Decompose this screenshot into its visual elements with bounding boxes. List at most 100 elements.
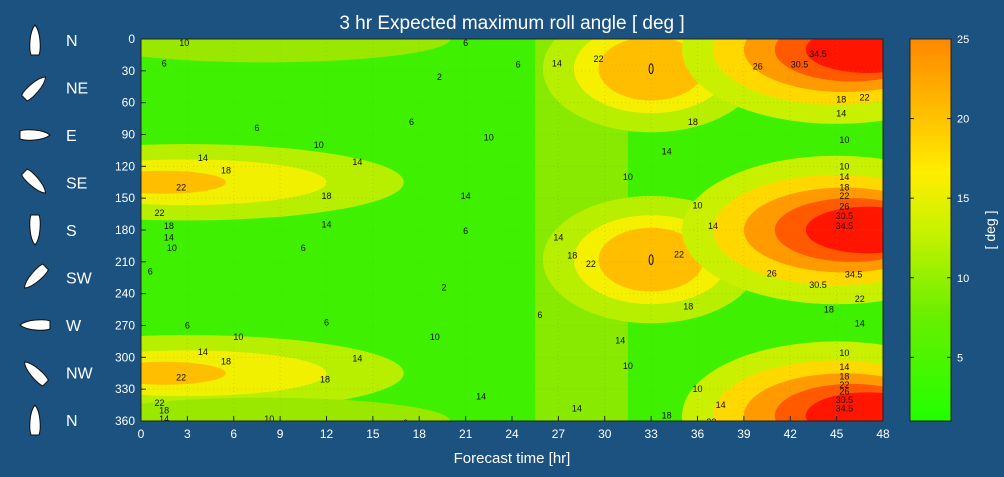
direction-legend: N NE E SE S SW W NW N (19, 24, 94, 436)
contour-label: 14 (855, 318, 865, 328)
contour-label: 6 (403, 418, 408, 428)
contour-label: 6 (516, 59, 521, 69)
y-tick-label: 330 (115, 382, 135, 396)
field-region (805, 392, 883, 421)
colorbar-label: [ deg ] (982, 211, 998, 250)
contour-label: 22 (859, 92, 869, 102)
contour-label: 26 (839, 202, 849, 212)
ship-heading-icon (19, 129, 51, 141)
ship-heading-icon (29, 214, 41, 246)
ship-hull (29, 24, 41, 56)
x-tick-label: 15 (366, 427, 380, 441)
contour-label: 10 (839, 135, 849, 145)
ship-hull (23, 263, 50, 289)
contour-label: 14 (164, 232, 174, 242)
contour-label: 18 (221, 357, 231, 367)
field-region (598, 227, 704, 292)
contour-label: 6 (254, 123, 259, 133)
y-tick-label: 360 (115, 414, 135, 428)
y-tick-label: 150 (115, 191, 135, 205)
contour-label: 14 (198, 153, 208, 163)
x-tick-label: 39 (737, 427, 751, 441)
contour-label: 2 (441, 282, 446, 292)
colorbar: 5 10 15 20 25 [ deg ] (909, 34, 998, 422)
contour-label: 10 (484, 133, 494, 143)
contour-label: 18 (839, 371, 849, 381)
contour-label: 14 (461, 191, 471, 201)
contour-label: 6 (162, 58, 167, 68)
x-tick-label: 30 (598, 427, 612, 441)
contour-label: 14 (662, 146, 672, 156)
contour-label: 10 (839, 348, 849, 358)
ship-heading-icon (19, 319, 51, 331)
direction-label: S (66, 223, 77, 240)
contour-label: 22 (176, 372, 186, 382)
direction-label: N (66, 33, 78, 50)
contour-label: 6 (185, 321, 190, 331)
x-tick-label: 6 (230, 427, 237, 441)
contour-label: 10 (314, 140, 324, 150)
contour-label: 34.5 (836, 403, 854, 413)
contour-label: 18 (221, 166, 231, 176)
colorbar-tick-label: 15 (957, 193, 969, 205)
contour-label: 10 (179, 38, 189, 48)
contour-label: 22 (839, 380, 849, 390)
contour-label: 14 (839, 172, 849, 182)
contour-label: 6 (463, 226, 468, 236)
colorbar-tick-label: 5 (957, 352, 963, 364)
direction-label: N (66, 413, 78, 430)
field-region (805, 39, 883, 73)
y-tick-label: 0 (128, 32, 135, 46)
contour-label: 10 (623, 172, 633, 182)
contour-label: 22 (176, 183, 186, 193)
y-tick-label: 90 (122, 128, 136, 142)
x-tick-label: 45 (830, 427, 844, 441)
y-tick-label: 270 (115, 319, 135, 333)
contour-label: 26 (767, 269, 777, 279)
contour-label: 6 (301, 243, 306, 253)
contour-label: 18 (164, 221, 174, 231)
x-tick-label: 12 (320, 427, 334, 441)
ship-heading-icon (20, 76, 47, 102)
x-tick-label: 21 (459, 427, 473, 441)
colorbar-tick-label: 25 (957, 34, 969, 46)
x-axis-label: Forecast time [hr] (454, 450, 571, 467)
contour-label: 26 (753, 62, 763, 72)
contour-label: 22 (674, 249, 684, 259)
direction-label: NE (66, 81, 88, 98)
field-region (141, 170, 227, 194)
contour-label: 14 (615, 335, 625, 345)
y-tick-label: 240 (115, 287, 135, 301)
contour-label: 6 (148, 266, 153, 276)
contour-label: 26 (839, 386, 849, 396)
contour-label: 14 (159, 414, 169, 424)
x-tick-label: 9 (277, 427, 284, 441)
contour-label: 14 (716, 400, 726, 410)
peak-marker (648, 254, 654, 266)
y-tick-label: 60 (122, 96, 136, 110)
direction-label: SW (66, 271, 93, 288)
x-tick-label: 3 (184, 427, 191, 441)
field-region (805, 206, 883, 254)
y-tick-label: 300 (115, 350, 135, 364)
ship-heading-icon (20, 168, 47, 194)
field-region (141, 350, 327, 397)
contour-label: 10 (692, 384, 702, 394)
contour-label: 14 (321, 220, 331, 230)
y-tick-label: 120 (115, 159, 135, 173)
colorbar-gradient (909, 38, 952, 422)
field-region (598, 39, 704, 101)
y-tick-label: 180 (115, 223, 135, 237)
x-axis-ticks: 0 3 6 9 12 15 18 21 24 27 30 33 36 39 42 45 48 (138, 416, 890, 441)
contour-label: 18 (683, 301, 693, 311)
colorbar-ticks: 5 10 15 20 25 (910, 34, 969, 364)
direction-label: E (66, 128, 77, 145)
contour-label: 22 (839, 191, 849, 201)
y-axis-ticks: 0 30 60 90 120 150 180 210 240 270 300 330 360 (115, 32, 146, 428)
colorbar-tick-label: 20 (957, 114, 969, 126)
contour-label: 10 (167, 243, 177, 253)
ship-heading-icon (23, 361, 50, 387)
x-tick-label: 27 (552, 427, 566, 441)
